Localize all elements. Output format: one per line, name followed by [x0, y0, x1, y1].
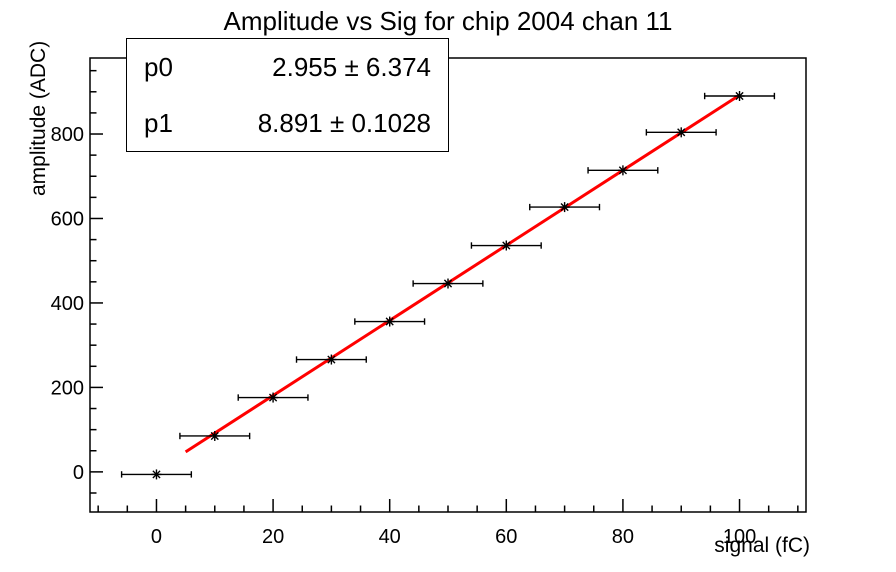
stats-p1-value: 8.891 ± 0.1028 — [257, 107, 431, 138]
stats-row-p0: p0 2.955 ± 6.374 — [127, 39, 448, 95]
x-axis-title: signal (fC) — [714, 534, 810, 557]
data-marker — [268, 393, 278, 402]
data-marker — [443, 279, 453, 288]
y-axis-title: amplitude (ADC) — [27, 40, 50, 196]
y-tick-label: 200 — [51, 377, 84, 399]
data-marker — [502, 241, 511, 250]
x-tick-label: 40 — [379, 526, 401, 548]
data-marker — [677, 128, 686, 137]
stats-row-p1: p1 8.891 ± 0.1028 — [127, 95, 448, 151]
fit-line — [184, 93, 741, 454]
x-tick-label: 80 — [612, 526, 634, 548]
y-tick-label: 600 — [51, 208, 84, 230]
stats-p0-label: p0 — [144, 51, 173, 82]
x-tick-label: 60 — [495, 526, 517, 548]
y-tick-label: 400 — [51, 293, 84, 315]
stats-p0-value: 2.955 ± 6.374 — [272, 51, 431, 82]
x-tick-label: 20 — [262, 526, 284, 548]
plot-title: Amplitude vs Sig for chip 2004 chan 11 — [223, 6, 673, 36]
y-tick-label: 0 — [73, 462, 84, 484]
data-marker — [385, 317, 394, 326]
data-marker — [327, 355, 336, 364]
data-marker — [210, 431, 219, 441]
x-tick-label: 0 — [151, 526, 162, 548]
x-tick-label: 100 — [723, 526, 756, 548]
y-tick-label: 800 — [51, 124, 84, 146]
fit-stats-box: p0 2.955 ± 6.374 p1 8.891 ± 0.1028 — [126, 38, 449, 152]
data-marker — [560, 202, 569, 212]
data-marker — [152, 470, 161, 479]
stats-p1-label: p1 — [144, 107, 173, 138]
data-marker — [735, 91, 744, 101]
data-marker — [618, 166, 628, 175]
